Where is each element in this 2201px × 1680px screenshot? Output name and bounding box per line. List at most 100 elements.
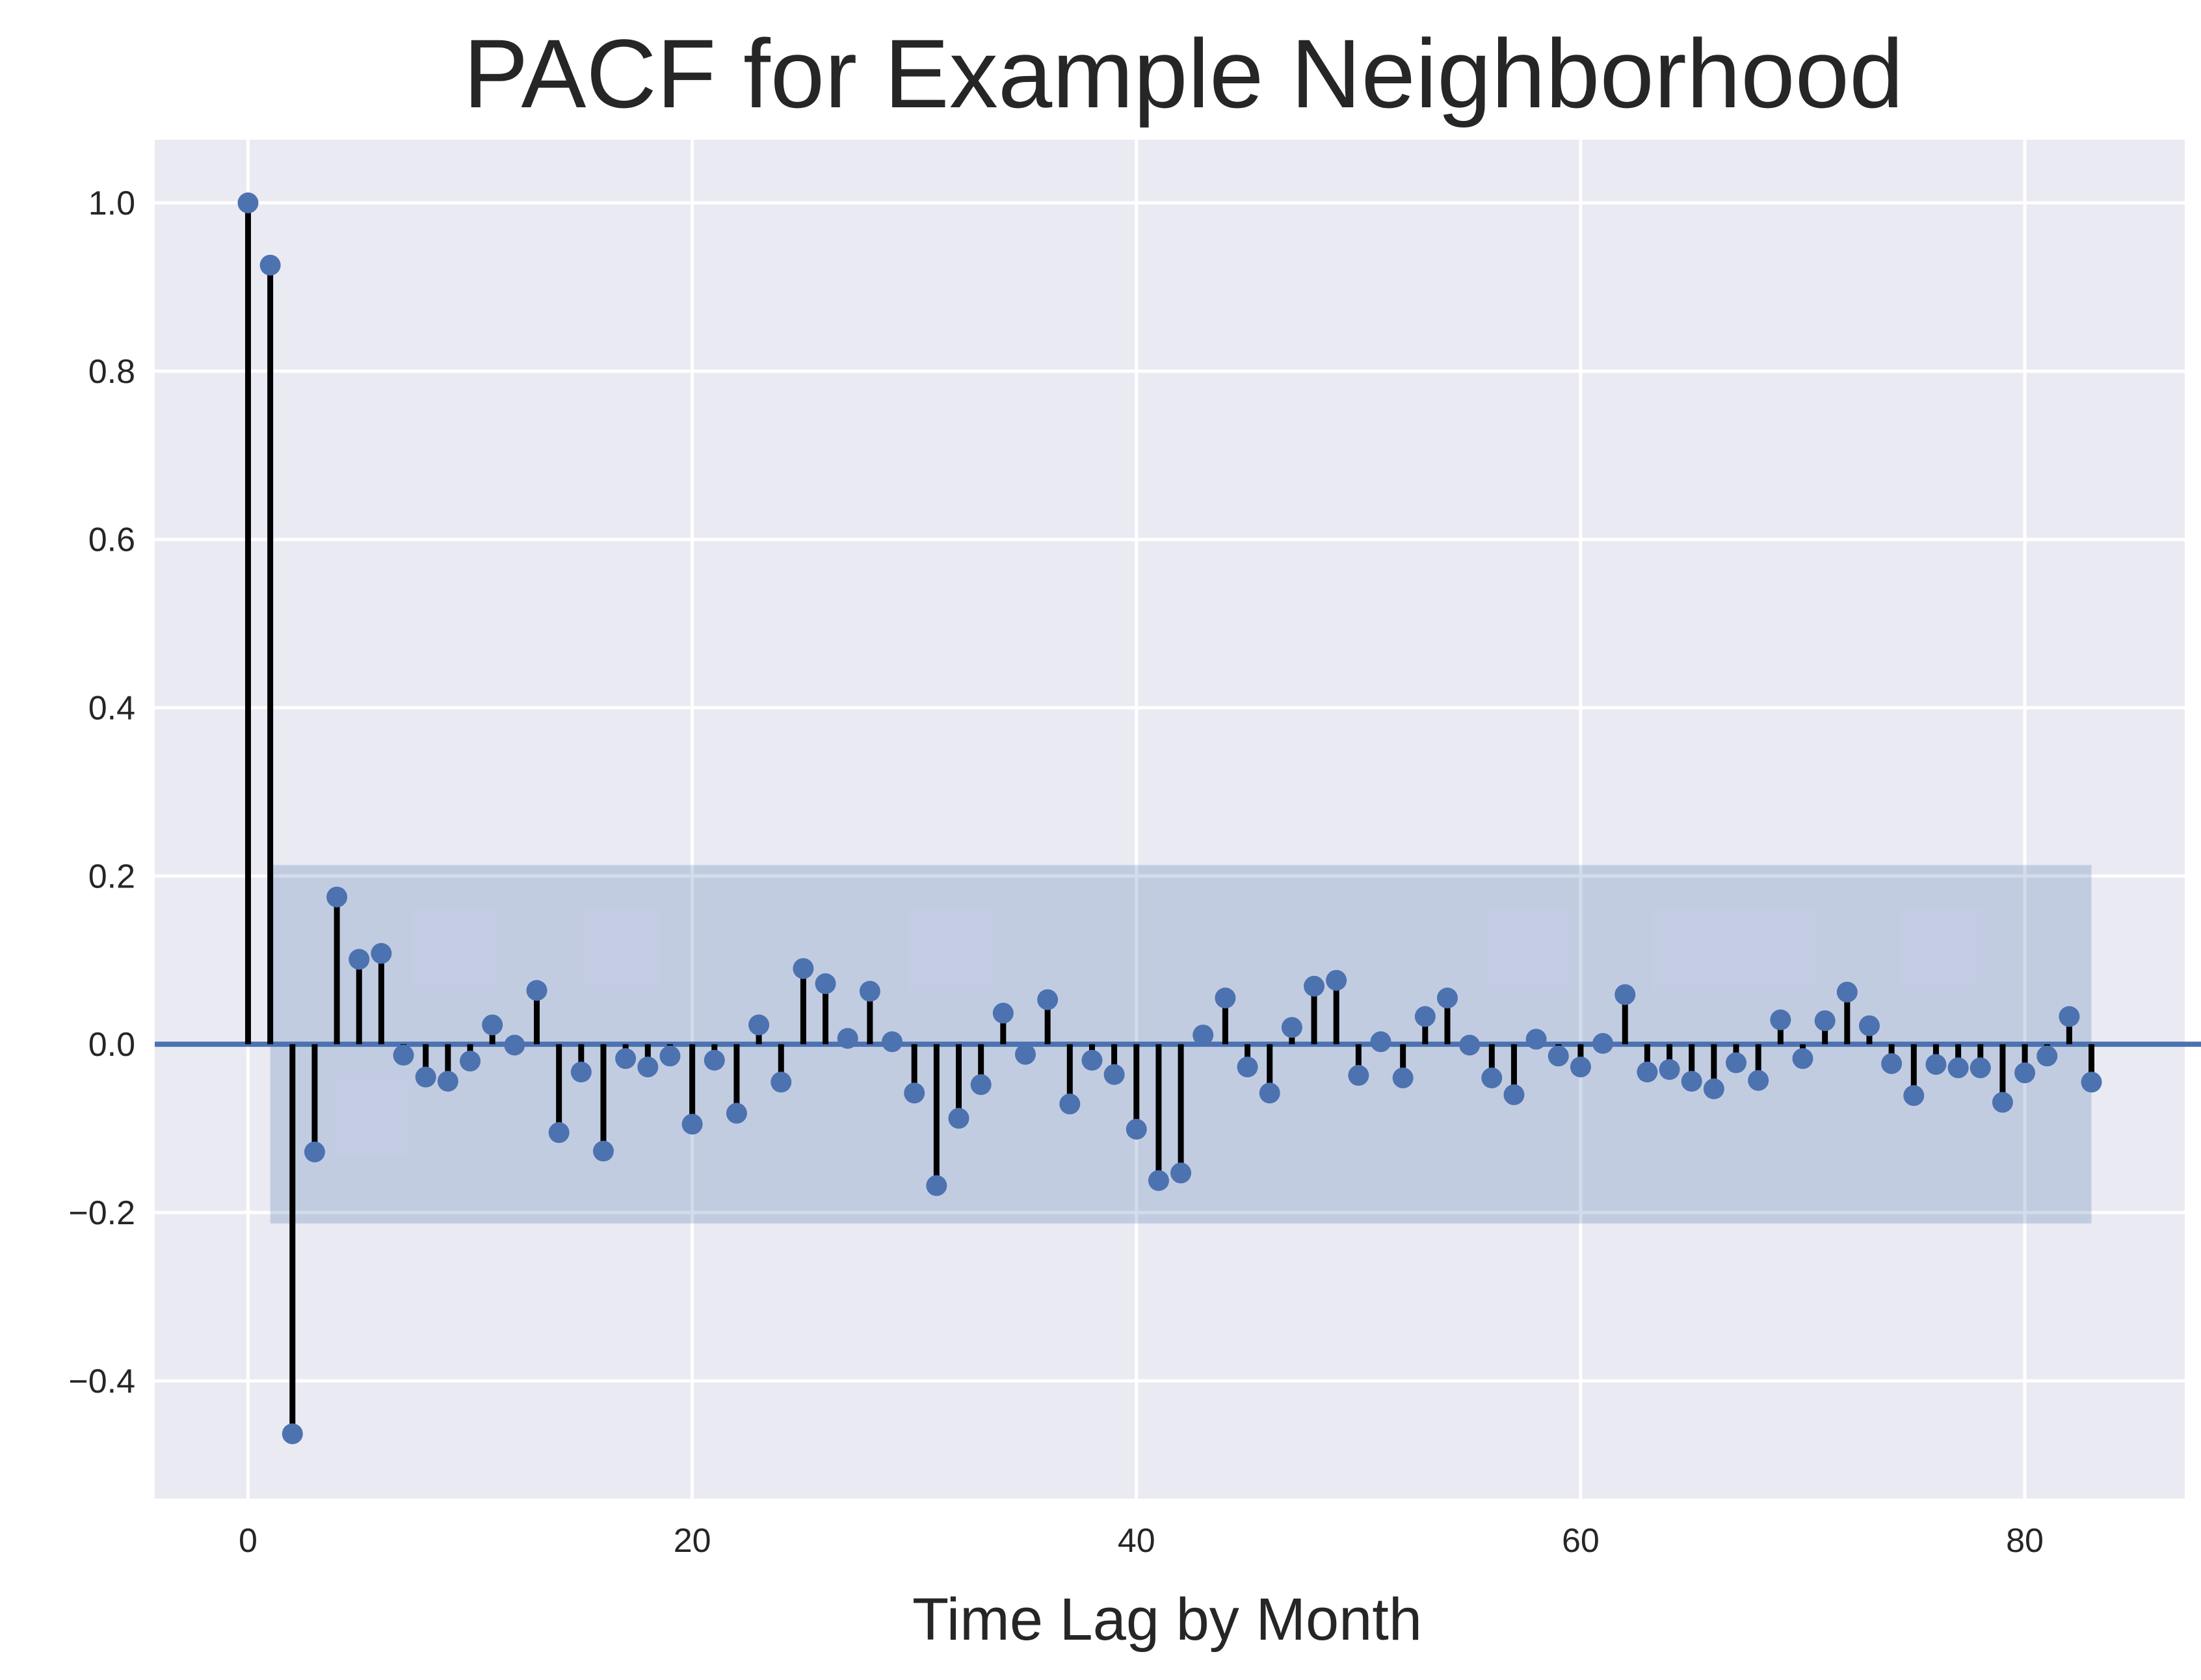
stem-marker: [1081, 1049, 1103, 1071]
stem-marker: [1436, 988, 1458, 1008]
stem-marker: [615, 1048, 637, 1070]
stem-marker: [1459, 1034, 1481, 1056]
stem-marker: [460, 1051, 481, 1072]
y-tick-label: 1.0: [88, 185, 135, 222]
stem-marker: [1570, 1057, 1591, 1078]
stem-marker: [259, 254, 281, 276]
stem-marker: [1215, 988, 1236, 1008]
stem-marker: [793, 958, 814, 979]
stem-marker: [1726, 1052, 1747, 1073]
x-tick-label: 80: [2006, 1522, 2044, 1560]
stem-marker: [1170, 1162, 1192, 1184]
stem-marker: [1903, 1085, 1925, 1107]
stem-marker: [1659, 1059, 1680, 1080]
stem-marker: [1703, 1078, 1724, 1099]
stem-marker: [1103, 1064, 1125, 1085]
stem-marker: [2059, 1006, 2080, 1027]
y-axis-ticks: −0.4 −0.2 0.0 0.2 0.4 0.6 0.8 1.0: [68, 185, 135, 1400]
stem-marker: [992, 1003, 1014, 1024]
x-tick-label: 60: [1562, 1522, 1600, 1560]
chart-title: PACF for Example Neighborhood: [464, 19, 1904, 128]
stem-marker: [1681, 1071, 1702, 1092]
stem-marker: [771, 1071, 792, 1093]
stem-marker: [1858, 1015, 1880, 1036]
stem-marker: [948, 1108, 969, 1129]
stem-marker: [2014, 1062, 2036, 1084]
stem-marker: [659, 1045, 681, 1067]
stem-marker: [1348, 1065, 1369, 1086]
stem-marker: [437, 1071, 458, 1092]
x-tick-label: 20: [674, 1522, 711, 1560]
stem-marker: [1970, 1057, 1991, 1079]
y-tick-label: 0.4: [88, 690, 135, 728]
stem-marker: [526, 980, 547, 1001]
stem-marker: [482, 1014, 503, 1036]
stem-marker: [681, 1114, 703, 1135]
y-tick-label: 0.0: [88, 1026, 135, 1064]
stem-marker: [1992, 1092, 2013, 1113]
stem-marker: [837, 1028, 858, 1049]
stem-marker: [859, 980, 880, 1002]
stem-marker: [882, 1031, 903, 1053]
stem-marker: [371, 943, 392, 964]
stem-marker: [304, 1141, 325, 1162]
y-tick-label: 0.2: [88, 858, 135, 895]
stem-marker: [1481, 1067, 1503, 1088]
stem-marker: [1881, 1053, 1903, 1074]
stem-marker: [1193, 1024, 1214, 1045]
stem-marker: [726, 1103, 747, 1124]
x-tick-label: 0: [239, 1522, 257, 1560]
stem-marker: [1014, 1043, 1036, 1065]
y-tick-label: −0.4: [68, 1363, 135, 1400]
stem-marker: [548, 1122, 570, 1144]
stem-marker: [1836, 981, 1858, 1003]
stem-marker: [1770, 1009, 1791, 1030]
stem-marker: [1947, 1057, 1969, 1079]
stem-marker: [1148, 1170, 1169, 1191]
stem-marker: [2081, 1071, 2102, 1093]
stem-marker: [1414, 1006, 1436, 1027]
stem-marker: [1503, 1084, 1525, 1105]
x-tick-label: 40: [1118, 1522, 1155, 1560]
stem-marker: [1370, 1031, 1391, 1053]
stem-marker: [349, 949, 370, 970]
stem-marker: [1281, 1017, 1302, 1038]
stem-marker: [1748, 1070, 1769, 1091]
stem-marker: [970, 1074, 992, 1096]
stem-marker: [1525, 1029, 1547, 1050]
stem-marker: [570, 1061, 592, 1083]
stem-marker: [904, 1083, 925, 1104]
y-tick-label: −0.2: [68, 1194, 135, 1232]
grid-lines: [155, 140, 2185, 1499]
x-axis-ticks: 0 20 40 60 80: [239, 1522, 2044, 1560]
stem-marker: [415, 1066, 436, 1088]
stem-marker: [1548, 1045, 1569, 1067]
stem-marker: [1814, 1010, 1836, 1031]
y-tick-label: 0.6: [88, 521, 135, 559]
stem-marker: [1592, 1032, 1614, 1054]
stem-marker: [326, 886, 348, 908]
y-tick-label: 0.8: [88, 353, 135, 391]
stem-marker: [592, 1140, 614, 1162]
stem-marker: [1792, 1048, 1813, 1070]
stem-marker: [1615, 984, 1636, 1005]
stem-marker: [282, 1423, 303, 1445]
stem-marker: [1326, 969, 1347, 991]
stem-marker: [748, 1014, 770, 1036]
stem-marker: [504, 1034, 525, 1056]
plot-area: [155, 140, 2185, 1499]
stem-marker: [1126, 1118, 1147, 1140]
stem-marker: [1259, 1083, 1280, 1104]
stem-marker: [237, 192, 259, 214]
stem-marker: [815, 973, 836, 994]
stem-marker: [637, 1057, 659, 1078]
stem-marker: [1304, 975, 1325, 997]
stem-marker: [2036, 1045, 2058, 1067]
stem-markers: [237, 192, 2102, 1445]
stem-marker: [926, 1175, 947, 1196]
stem-marker: [1037, 989, 1059, 1010]
stem-marker: [1059, 1094, 1081, 1115]
stem-marker: [1237, 1057, 1258, 1078]
stem-marker: [393, 1045, 414, 1066]
